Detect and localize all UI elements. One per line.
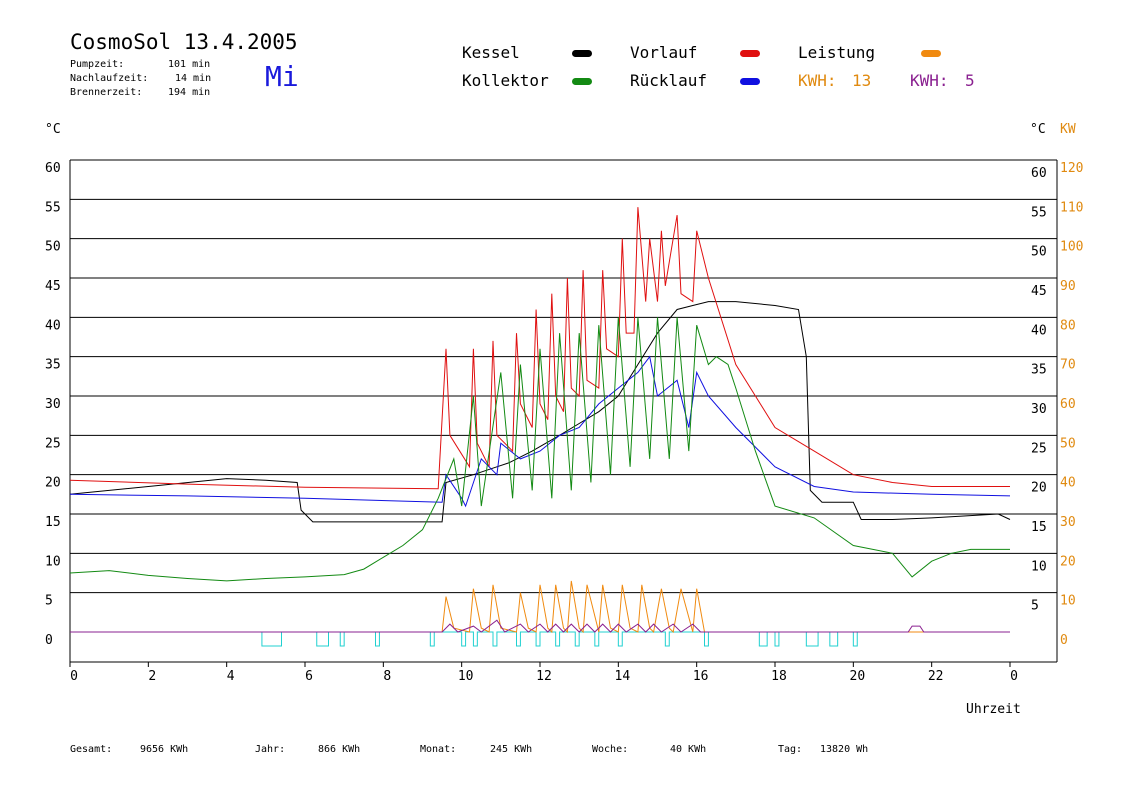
y-left-tick-label: 10: [45, 554, 61, 569]
x-tick-label: 22: [928, 669, 944, 684]
y-right2-unit: KW: [1060, 122, 1076, 137]
x-tick-label: 18: [771, 669, 787, 684]
series-kwh-second-line: [70, 619, 1010, 633]
legend-kwh-second-value: 5: [965, 71, 975, 90]
y-left-unit: °C: [45, 122, 61, 137]
y-right-tick-label: 20: [1031, 481, 1047, 496]
footer-gesamt-value: 9656 KWh: [140, 744, 189, 755]
x-tick-label: 2: [148, 669, 156, 684]
x-tick-label: 12: [536, 669, 552, 684]
x-tick-label: 8: [383, 669, 391, 684]
x-tick-label: 0: [70, 669, 78, 684]
series-pumpe-line: [70, 631, 1010, 647]
footer-tag-label: Tag:: [778, 744, 803, 755]
y-left-tick-label: 5: [45, 594, 53, 609]
y-right2-tick-label: 110: [1060, 200, 1083, 215]
y-right2-tick-label: 10: [1060, 594, 1076, 609]
footer-jahr-value: 866 KWh: [318, 744, 361, 755]
y-right-tick-label: 5: [1031, 599, 1039, 614]
x-tick-label: 10: [458, 669, 474, 684]
series-vorlauf-line: [69, 207, 1010, 490]
y-left-tick-label: 15: [45, 515, 61, 530]
y-left-tick-label: 55: [45, 200, 61, 215]
x-tick-label: 6: [305, 669, 313, 684]
stat-brennerzeit-value: 194 min: [168, 87, 211, 98]
y-left-tick-label: 50: [45, 240, 61, 255]
legend-kollektor-swatch: [572, 78, 592, 85]
y-right2-tick-label: 90: [1060, 279, 1076, 294]
legend-leistung-swatch: [921, 50, 941, 57]
y-left-tick-label: 0: [45, 633, 53, 648]
y-right2-tick-label: 120: [1060, 161, 1083, 176]
y-right2-tick-label: 30: [1060, 515, 1076, 530]
y-right2-tick-label: 20: [1060, 554, 1076, 569]
legend-vorlauf-swatch: [740, 50, 760, 57]
y-left-tick-label: 20: [45, 476, 61, 491]
x-tick-label: 0: [1010, 669, 1018, 684]
series-kessel-line: [69, 301, 1011, 523]
y-right-tick-label: 10: [1031, 559, 1047, 574]
series-kollektor-line: [69, 317, 1010, 582]
y-right-tick-label: 55: [1031, 205, 1047, 220]
y-left-tick-label: 25: [45, 436, 61, 451]
y-left-tick-label: 40: [45, 318, 61, 333]
chart-title: CosmoSol 13.4.2005: [70, 30, 298, 54]
y-left-tick-label: 60: [45, 161, 61, 176]
legend-kessel-swatch: [572, 50, 592, 57]
y-right-unit: °C: [1030, 122, 1046, 137]
legend-kollektor: Kollektor: [462, 71, 549, 90]
weekday-label: Mi: [265, 60, 299, 93]
y-right-tick-label: 40: [1031, 323, 1047, 338]
footer-tag-value: 13820 Wh: [820, 744, 869, 755]
legend-kessel: Kessel: [462, 43, 520, 62]
y-left-tick-label: 35: [45, 358, 61, 373]
y-right2-tick-label: 0: [1060, 633, 1068, 648]
y-right-tick-label: 60: [1031, 166, 1047, 181]
footer-monat-label: Monat:: [420, 744, 457, 755]
stat-nachlaufzeit-value: 14 min: [175, 73, 212, 84]
y-right-tick-label: 30: [1031, 402, 1047, 417]
y-right-tick-label: 25: [1031, 441, 1047, 456]
y-right-tick-label: 35: [1031, 363, 1047, 378]
y-left-tick-label: 30: [45, 397, 61, 412]
y-right2-tick-label: 60: [1060, 397, 1076, 412]
y-left-tick-label: 45: [45, 279, 61, 294]
y-right2-tick-label: 50: [1060, 436, 1076, 451]
legend-ruecklauf-swatch: [740, 78, 760, 85]
stat-pumpzeit-label: Pumpzeit:: [70, 59, 125, 70]
legend-kwh-total-label: KWH:: [798, 71, 837, 90]
footer-woche-label: Woche:: [592, 744, 629, 755]
series-ruecklauf-line: [69, 355, 1011, 508]
stat-nachlaufzeit-label: Nachlaufzeit:: [70, 73, 149, 84]
footer-jahr-label: Jahr:: [255, 744, 286, 755]
legend-vorlauf: Vorlauf: [630, 43, 698, 62]
stat-pumpzeit-value: 101 min: [168, 59, 211, 70]
legend-ruecklauf: Rücklauf: [630, 71, 708, 90]
y-right2-tick-label: 80: [1060, 318, 1076, 333]
footer-monat-value: 245 KWh: [490, 744, 533, 755]
x-tick-label: 16: [693, 669, 709, 684]
legend-leistung: Leistung: [798, 43, 876, 62]
series-leistung-line: [70, 580, 1010, 634]
x-tick-label: 14: [615, 669, 631, 684]
y-right-tick-label: 15: [1031, 520, 1047, 535]
x-tick-label: 4: [227, 669, 235, 684]
footer-woche-value: 40 KWh: [670, 744, 707, 755]
x-tick-label: 20: [850, 669, 866, 684]
y-right-tick-label: 45: [1031, 284, 1047, 299]
legend-kwh-second-label: KWH:: [910, 71, 949, 90]
x-axis-label: Uhrzeit: [966, 702, 1021, 717]
y-right-tick-label: 50: [1031, 245, 1047, 260]
y-right2-tick-label: 100: [1060, 240, 1083, 255]
stat-brennerzeit-label: Brennerzeit:: [70, 87, 143, 98]
y-right2-tick-label: 70: [1060, 358, 1076, 373]
footer-gesamt-label: Gesamt:: [70, 744, 113, 755]
legend-kwh-total-value: 13: [852, 71, 872, 90]
y-right2-tick-label: 40: [1060, 476, 1076, 491]
